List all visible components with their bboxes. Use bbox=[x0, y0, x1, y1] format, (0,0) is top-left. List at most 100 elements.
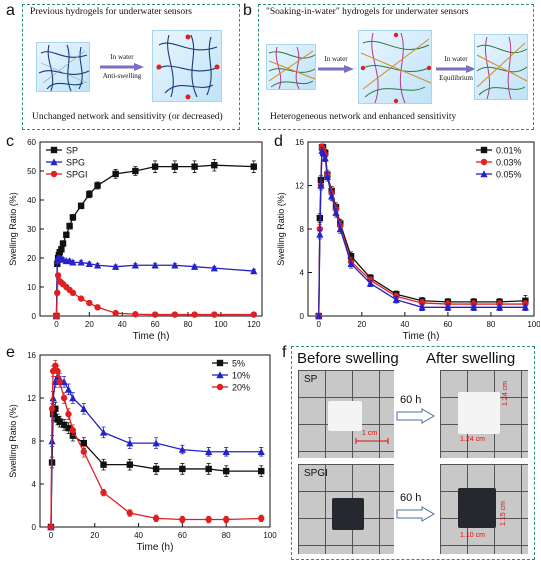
spgi-sample-after bbox=[458, 488, 496, 528]
data-point bbox=[171, 311, 179, 318]
x-tick-label: 40 bbox=[134, 531, 143, 540]
data-point bbox=[205, 516, 212, 523]
schematic-b-arrow2-top: In water bbox=[444, 55, 468, 63]
data-point bbox=[132, 311, 139, 318]
data-point bbox=[126, 509, 134, 517]
data-point bbox=[328, 192, 336, 200]
panel-label-f: f bbox=[282, 344, 287, 361]
data-point bbox=[112, 170, 119, 178]
x-tick-label: 40 bbox=[400, 320, 409, 329]
data-point bbox=[66, 222, 73, 230]
x-axis-label: Time (h) bbox=[133, 331, 170, 342]
arrow-right-icon bbox=[436, 65, 476, 73]
soaked-network-initial bbox=[266, 44, 316, 90]
data-point bbox=[60, 394, 68, 402]
schematic-a-title: Previous hydrogels for underwater sensor… bbox=[30, 7, 192, 17]
data-point bbox=[257, 447, 265, 455]
x-tick-label: 0 bbox=[54, 320, 59, 329]
data-point bbox=[205, 465, 212, 473]
legend-label: 5% bbox=[232, 359, 245, 369]
spgi-height-label: 1.15 cm bbox=[500, 501, 507, 526]
data-point bbox=[319, 149, 327, 157]
data-point bbox=[60, 421, 68, 429]
x-axis-label: Time (h) bbox=[137, 542, 174, 553]
data-point bbox=[152, 515, 160, 522]
data-point bbox=[418, 299, 426, 307]
data-point bbox=[392, 295, 400, 303]
schematic-b-title: "Soaking-in-water" hydrogels for underwa… bbox=[266, 7, 469, 17]
data-point bbox=[470, 303, 478, 311]
data-point bbox=[100, 489, 107, 496]
schematic-a-arrow-bottom: Anti-swelling bbox=[102, 72, 142, 80]
series-line bbox=[318, 147, 526, 317]
swelling-chart-c: 0 20 40 60 80 100 120 0 10 20 30 40 50 60 Time (h) Swel… bbox=[8, 138, 263, 342]
schematic-b-arrow1: In water bbox=[324, 55, 348, 63]
data-point bbox=[126, 461, 134, 468]
data-point bbox=[250, 267, 258, 275]
data-point bbox=[418, 303, 426, 311]
data-point bbox=[52, 362, 59, 369]
schematic-frame-b bbox=[258, 4, 534, 130]
data-point bbox=[250, 311, 257, 318]
series-SP bbox=[53, 159, 257, 320]
data-point bbox=[258, 467, 265, 475]
data-point bbox=[191, 311, 198, 318]
data-point bbox=[151, 311, 159, 318]
data-point bbox=[49, 367, 57, 375]
y-tick-label: 0 bbox=[32, 523, 37, 532]
data-point bbox=[94, 182, 101, 189]
data-point bbox=[80, 404, 88, 412]
data-point bbox=[152, 465, 160, 473]
data-point bbox=[86, 299, 93, 307]
hydrogel-network-after bbox=[152, 30, 222, 102]
data-point bbox=[65, 424, 72, 432]
legend-label: SPGI bbox=[66, 170, 88, 180]
y-tick-label: 0 bbox=[32, 312, 37, 321]
data-point bbox=[191, 163, 198, 170]
series-line bbox=[55, 275, 254, 317]
data-point bbox=[54, 367, 61, 375]
data-point bbox=[77, 202, 85, 209]
panel-label-e: e bbox=[6, 344, 15, 361]
legend-label: 0.03% bbox=[496, 158, 522, 168]
data-point bbox=[321, 154, 329, 162]
legend: SP SPG SPGI bbox=[46, 146, 88, 180]
data-point bbox=[132, 167, 139, 175]
data-point bbox=[179, 516, 186, 523]
data-point bbox=[178, 445, 186, 453]
x-tick-label: 80 bbox=[222, 531, 231, 540]
data-point bbox=[49, 394, 57, 402]
data-point bbox=[64, 385, 73, 393]
series-SPGI bbox=[53, 272, 257, 320]
legend-marker bbox=[216, 359, 224, 367]
swelling-chart-e: 0 20 40 60 80 100 0 4 8 12 16 Time (h) Swelling Rati… bbox=[8, 351, 277, 553]
data-point bbox=[171, 163, 179, 170]
photo-spgi-before: SPGI bbox=[298, 464, 394, 554]
y-tick-label: 60 bbox=[27, 138, 36, 147]
y-tick-label: 0 bbox=[300, 312, 305, 321]
x-tick-label: 100 bbox=[527, 320, 540, 329]
series-line bbox=[318, 150, 526, 317]
arrow-right-icon bbox=[318, 65, 354, 73]
x-tick-label: 0 bbox=[49, 531, 54, 540]
data-point bbox=[53, 312, 60, 320]
data-point bbox=[151, 261, 159, 269]
legend-marker bbox=[50, 146, 58, 154]
schematic-a-arrow-top: In water bbox=[110, 53, 134, 61]
data-point bbox=[250, 163, 257, 170]
data-point bbox=[316, 230, 324, 238]
data-point bbox=[222, 516, 230, 523]
scale-label: 1 cm bbox=[362, 430, 378, 437]
photo-frame bbox=[291, 346, 535, 560]
schematic-b-arrow2-bottom: Equilibrium bbox=[439, 74, 473, 82]
x-tick-label: 60 bbox=[443, 320, 452, 329]
scale-bar-icon bbox=[355, 438, 389, 444]
legend-label: 0.01% bbox=[496, 146, 522, 156]
data-point bbox=[65, 410, 72, 418]
legend: 0.01% 0.03% 0.05% bbox=[476, 146, 522, 180]
photo-arrow1-label: 60 h bbox=[400, 394, 422, 406]
data-point bbox=[317, 181, 325, 189]
data-point bbox=[85, 260, 93, 267]
legend-marker bbox=[216, 371, 224, 379]
y-tick-label: 10 bbox=[27, 283, 36, 292]
